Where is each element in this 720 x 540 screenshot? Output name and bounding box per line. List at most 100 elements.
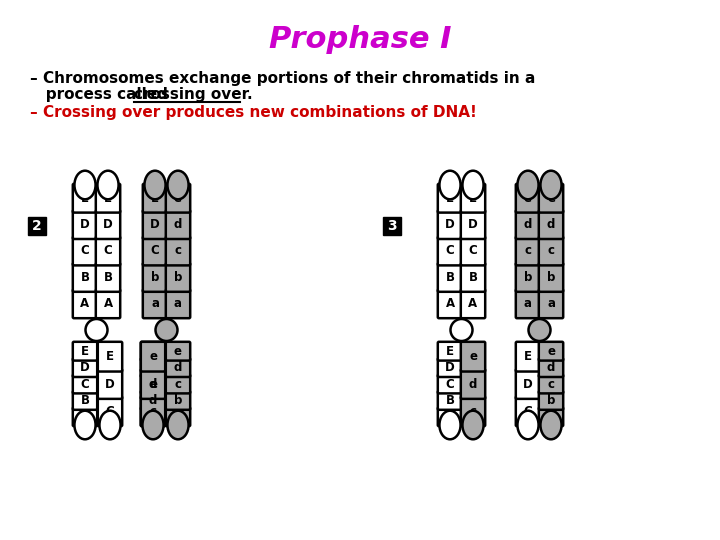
FancyBboxPatch shape	[166, 237, 190, 265]
FancyBboxPatch shape	[73, 391, 97, 410]
FancyBboxPatch shape	[141, 375, 165, 394]
Text: D: D	[80, 218, 90, 231]
Text: E: E	[104, 192, 112, 205]
Text: c: c	[547, 377, 554, 390]
Ellipse shape	[97, 171, 119, 199]
FancyBboxPatch shape	[438, 391, 462, 410]
FancyBboxPatch shape	[438, 375, 462, 394]
Text: e: e	[547, 192, 555, 205]
Text: d: d	[149, 394, 157, 407]
Text: crossing over.: crossing over.	[134, 87, 253, 103]
FancyBboxPatch shape	[166, 342, 190, 361]
Text: E: E	[151, 192, 159, 205]
FancyBboxPatch shape	[141, 407, 165, 426]
Text: D: D	[80, 361, 90, 374]
Text: a: a	[151, 298, 159, 310]
FancyBboxPatch shape	[143, 289, 167, 318]
Text: c: c	[524, 245, 531, 258]
Text: E: E	[446, 345, 454, 357]
Text: e: e	[524, 192, 532, 205]
FancyBboxPatch shape	[461, 237, 485, 265]
Ellipse shape	[439, 171, 461, 199]
FancyBboxPatch shape	[73, 210, 97, 239]
FancyBboxPatch shape	[166, 391, 190, 410]
Text: C: C	[81, 377, 89, 390]
FancyBboxPatch shape	[516, 184, 540, 213]
Text: C: C	[523, 405, 532, 418]
FancyBboxPatch shape	[96, 263, 120, 292]
FancyBboxPatch shape	[73, 375, 97, 394]
Text: b: b	[546, 394, 555, 407]
FancyBboxPatch shape	[539, 263, 563, 292]
FancyBboxPatch shape	[98, 396, 122, 426]
FancyBboxPatch shape	[438, 358, 462, 377]
Text: d: d	[524, 218, 532, 231]
Circle shape	[86, 319, 107, 341]
Text: D: D	[150, 218, 160, 231]
Text: D: D	[445, 218, 455, 231]
Text: d: d	[174, 218, 182, 231]
Text: c: c	[150, 405, 156, 418]
FancyBboxPatch shape	[73, 263, 97, 292]
FancyBboxPatch shape	[143, 210, 167, 239]
Text: e: e	[547, 345, 555, 357]
Text: E: E	[81, 192, 89, 205]
FancyBboxPatch shape	[96, 210, 120, 239]
FancyBboxPatch shape	[383, 217, 401, 235]
Ellipse shape	[143, 411, 163, 440]
Text: E: E	[469, 192, 477, 205]
FancyBboxPatch shape	[73, 184, 97, 213]
FancyBboxPatch shape	[461, 263, 485, 292]
FancyBboxPatch shape	[461, 342, 485, 372]
FancyBboxPatch shape	[143, 184, 167, 213]
FancyBboxPatch shape	[461, 184, 485, 213]
Text: e: e	[149, 377, 157, 390]
FancyBboxPatch shape	[438, 342, 462, 361]
FancyBboxPatch shape	[539, 358, 563, 377]
Text: C: C	[446, 377, 454, 390]
Text: B: B	[446, 271, 454, 284]
FancyBboxPatch shape	[166, 263, 190, 292]
Text: d: d	[149, 377, 157, 390]
FancyBboxPatch shape	[438, 210, 462, 239]
Text: A: A	[446, 298, 454, 310]
Text: 2: 2	[32, 219, 42, 233]
FancyBboxPatch shape	[516, 369, 540, 399]
FancyBboxPatch shape	[166, 407, 190, 426]
Text: process called: process called	[30, 87, 173, 103]
Ellipse shape	[168, 171, 189, 199]
Text: d: d	[546, 218, 555, 231]
Ellipse shape	[168, 411, 189, 440]
Text: a: a	[524, 298, 532, 310]
FancyBboxPatch shape	[516, 289, 540, 318]
Text: – Crossing over produces new combinations of DNA!: – Crossing over produces new combination…	[30, 105, 477, 119]
FancyBboxPatch shape	[539, 342, 563, 361]
Text: E: E	[106, 350, 114, 363]
FancyBboxPatch shape	[516, 396, 540, 426]
Text: c: c	[150, 410, 156, 423]
FancyBboxPatch shape	[96, 184, 120, 213]
Text: C: C	[469, 245, 477, 258]
Ellipse shape	[462, 171, 484, 199]
FancyBboxPatch shape	[539, 407, 563, 426]
Circle shape	[528, 319, 551, 341]
FancyBboxPatch shape	[438, 289, 462, 318]
FancyBboxPatch shape	[73, 358, 97, 377]
Ellipse shape	[462, 411, 484, 440]
Text: a: a	[174, 298, 182, 310]
Text: C: C	[104, 245, 112, 258]
FancyBboxPatch shape	[461, 369, 485, 399]
Text: E: E	[524, 350, 532, 363]
Circle shape	[156, 319, 178, 341]
FancyBboxPatch shape	[166, 358, 190, 377]
Ellipse shape	[99, 411, 120, 440]
Text: d: d	[174, 361, 182, 374]
Text: B: B	[446, 394, 454, 407]
Text: a: a	[174, 410, 182, 423]
FancyBboxPatch shape	[141, 342, 165, 361]
FancyBboxPatch shape	[516, 237, 540, 265]
FancyBboxPatch shape	[539, 375, 563, 394]
Text: D: D	[523, 377, 533, 390]
FancyBboxPatch shape	[96, 289, 120, 318]
Text: C: C	[106, 405, 114, 418]
